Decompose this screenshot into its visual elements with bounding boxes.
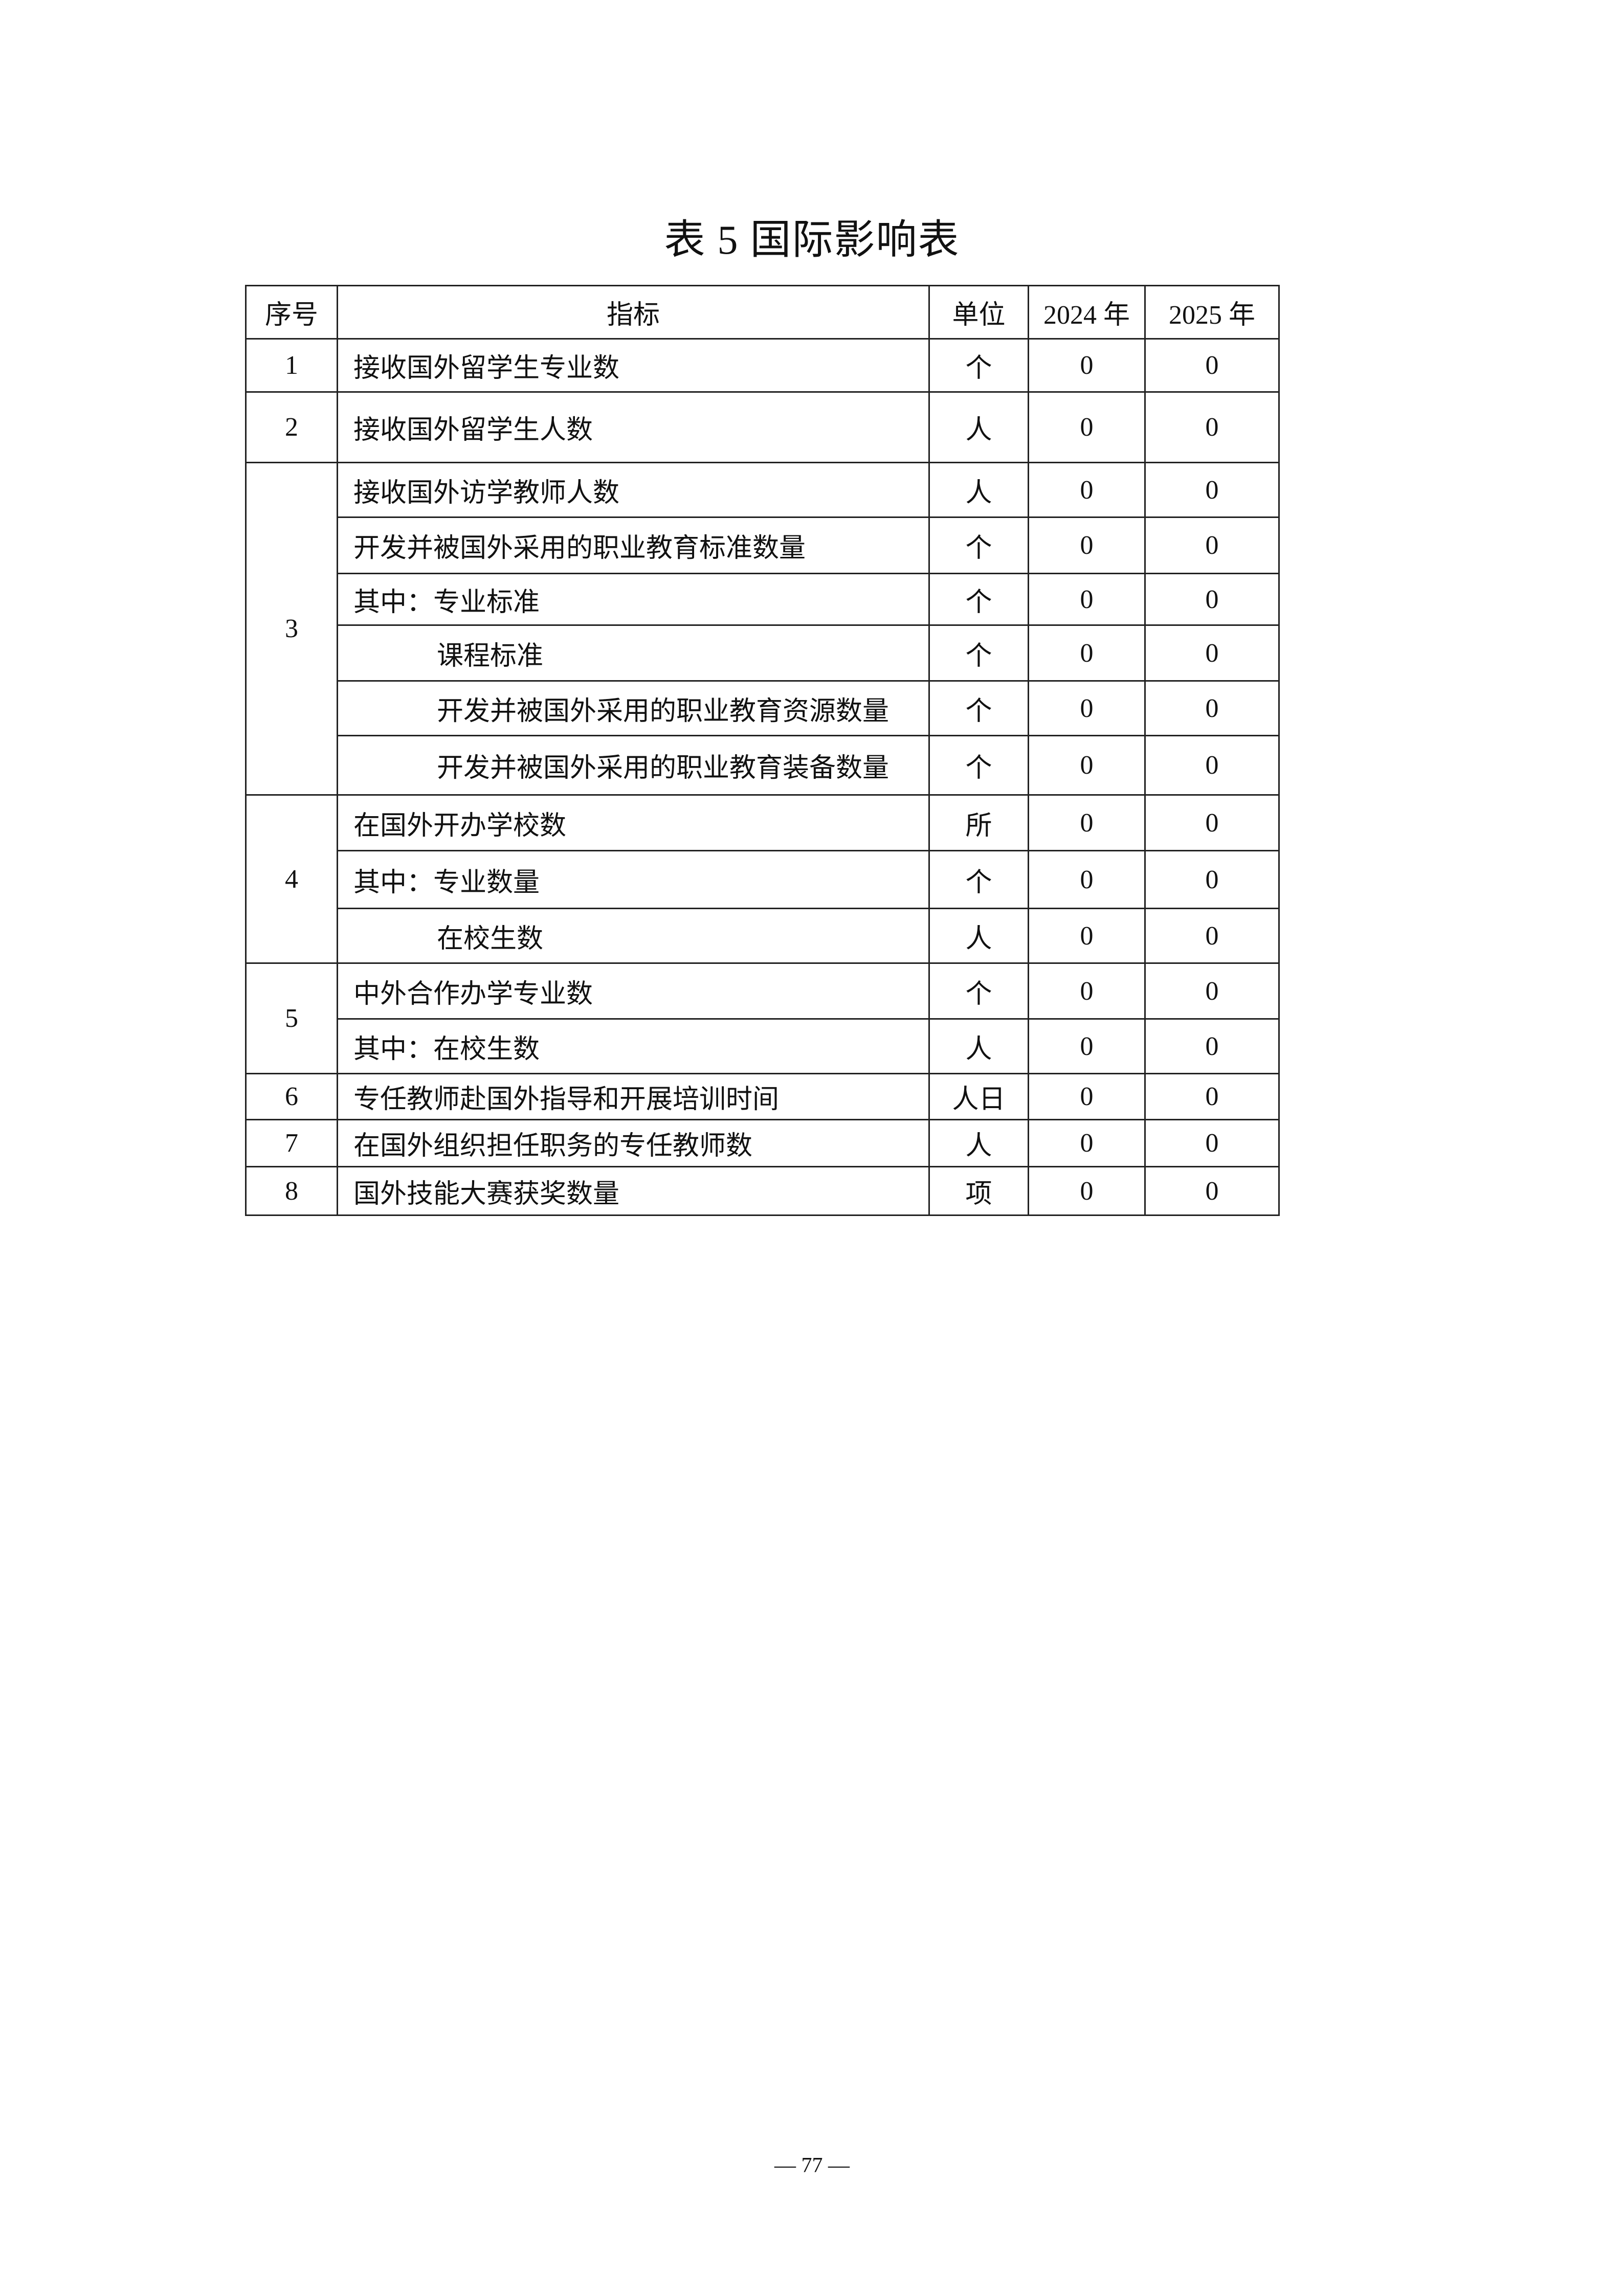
header-unit: 单位 bbox=[928, 285, 1029, 340]
row-2024-value: 0 bbox=[1028, 794, 1146, 851]
row-seq: 5 bbox=[245, 962, 338, 1074]
row-2025-value: 0 bbox=[1144, 1119, 1280, 1167]
row-unit: 个 bbox=[928, 735, 1029, 796]
row-seq: 2 bbox=[245, 391, 338, 463]
row-indicator: 开发并被国外采用的职业教育标准数量 bbox=[337, 516, 930, 574]
row-unit: 个 bbox=[928, 338, 1029, 393]
row-2025-value: 0 bbox=[1144, 850, 1280, 909]
row-seq: 8 bbox=[245, 1166, 338, 1216]
row-2024-value: 0 bbox=[1028, 1018, 1146, 1074]
row-2024-value: 0 bbox=[1028, 624, 1146, 682]
row-unit: 个 bbox=[928, 573, 1029, 626]
table-row: 3 接收国外访学教师人数人 0 0 bbox=[245, 462, 1280, 796]
row-indicator: 国外技能大赛获奖数量 bbox=[337, 1166, 930, 1216]
table-row: 8 国外技能大赛获奖数量项 0 0 bbox=[245, 1166, 1280, 1216]
row-unit: 个 bbox=[928, 516, 1029, 574]
table-row: 4 在国外开办学校数所 0 0 bbox=[245, 794, 1280, 964]
row-indicator: 专任教师赴国外指导和开展培训时间 bbox=[337, 1073, 930, 1120]
row-seq: 3 bbox=[245, 462, 338, 796]
row-indicator: 接收国外访学教师人数 bbox=[337, 462, 930, 518]
table-row: 其中：专业标准个 0 0 bbox=[246, 573, 1280, 626]
row-2025-value: 0 bbox=[1144, 1018, 1280, 1074]
row-2025-value: 0 bbox=[1144, 680, 1280, 736]
row-2024-value: 0 bbox=[1028, 391, 1146, 463]
header-seq: 序号 bbox=[245, 285, 338, 340]
row-indicator: 接收国外留学生专业数 bbox=[337, 338, 930, 393]
international-influence-table: 序号 指标 单位 2024 年 2025 年 1 接收国外留学生专业数个 0 0 2 接收… bbox=[245, 285, 1280, 1216]
row-unit: 人 bbox=[928, 462, 1029, 518]
row-unit: 人 bbox=[928, 1119, 1029, 1167]
header-2025: 2025 年 bbox=[1144, 285, 1280, 340]
row-indicator: 开发并被国外采用的职业教育资源数量 bbox=[337, 680, 930, 736]
row-unit: 人 bbox=[928, 391, 1029, 463]
row-2025-value: 0 bbox=[1144, 516, 1280, 574]
row-2024-value: 0 bbox=[1028, 1073, 1146, 1120]
row-2024-value: 0 bbox=[1028, 850, 1146, 909]
row-2025-value: 0 bbox=[1144, 908, 1280, 964]
row-indicator: 其中：专业数量 bbox=[337, 850, 930, 909]
row-2025-value: 0 bbox=[1144, 1166, 1280, 1216]
row-2024-value: 0 bbox=[1028, 680, 1146, 736]
row-unit: 人日 bbox=[928, 1073, 1029, 1120]
row-seq: 6 bbox=[245, 1073, 338, 1120]
row-indicator: 其中：专业标准 bbox=[337, 573, 930, 626]
row-2024-value: 0 bbox=[1028, 962, 1146, 1020]
row-indicator: 在国外组织担任职务的专任教师数 bbox=[337, 1119, 930, 1167]
row-2024-value: 0 bbox=[1028, 908, 1146, 964]
table-row: 5 中外合作办学专业数个 0 0 bbox=[245, 962, 1280, 1074]
table-row: 1 接收国外留学生专业数个 0 0 bbox=[245, 338, 1280, 393]
table-row: 开发并被国外采用的职业教育资源数量个 0 0 bbox=[246, 680, 1280, 736]
table-row: 课程标准个 0 0 bbox=[246, 624, 1280, 682]
row-2025-value: 0 bbox=[1144, 573, 1280, 626]
row-indicator: 开发并被国外采用的职业教育装备数量 bbox=[337, 735, 930, 796]
row-unit: 项 bbox=[928, 1166, 1029, 1216]
row-unit: 所 bbox=[928, 794, 1029, 851]
row-indicator: 中外合作办学专业数 bbox=[337, 962, 930, 1020]
row-2025-value: 0 bbox=[1144, 391, 1280, 463]
table-row: 开发并被国外采用的职业教育标准数量个 0 0 bbox=[246, 516, 1280, 574]
row-unit: 人 bbox=[928, 1018, 1029, 1074]
row-2025-value: 0 bbox=[1144, 338, 1280, 393]
row-unit: 个 bbox=[928, 624, 1029, 682]
row-2025-value: 0 bbox=[1144, 462, 1280, 518]
row-unit: 个 bbox=[928, 680, 1029, 736]
row-2024-value: 0 bbox=[1028, 573, 1146, 626]
header-2024: 2024 年 bbox=[1028, 285, 1146, 340]
row-unit: 个 bbox=[928, 962, 1029, 1020]
table-row: 6 专任教师赴国外指导和开展培训时间 人日 0 0 bbox=[245, 1073, 1280, 1120]
row-indicator: 课程标准 bbox=[337, 624, 930, 682]
table-title: 表 5 国际影响表 bbox=[664, 218, 960, 263]
table-row: 开发并被国外采用的职业教育装备数量个 0 0 bbox=[246, 735, 1280, 796]
header-row: 序号 指标 单位 2024 年 2025 年 bbox=[245, 285, 1280, 340]
row-2024-value: 0 bbox=[1028, 1119, 1146, 1167]
row-2024-value: 0 bbox=[1028, 462, 1146, 518]
row-seq: 1 bbox=[245, 338, 338, 393]
row-2024-value: 0 bbox=[1028, 1166, 1146, 1216]
row-indicator: 接收国外留学生人数 bbox=[337, 391, 930, 463]
row-2024-value: 0 bbox=[1028, 516, 1146, 574]
row-seq: 7 bbox=[245, 1119, 338, 1167]
row-2025-value: 0 bbox=[1144, 735, 1280, 796]
table-row: 其中：专业数量个 0 0 bbox=[246, 850, 1280, 909]
row-2025-value: 0 bbox=[1144, 794, 1280, 851]
row-2024-value: 0 bbox=[1028, 338, 1146, 393]
row-2024-value: 0 bbox=[1028, 735, 1146, 796]
row-indicator: 在校生数 bbox=[337, 908, 930, 964]
table-row: 2 接收国外留学生人数人 0 0 bbox=[245, 391, 1280, 463]
table-row: 其中：在校生数人 0 0 bbox=[246, 1018, 1280, 1074]
header-indicator: 指标 bbox=[337, 285, 930, 340]
row-unit: 人 bbox=[928, 908, 1029, 964]
row-seq: 4 bbox=[245, 794, 338, 964]
page-number: — 77 — bbox=[774, 2154, 850, 2177]
table-row: 7 在国外组织担任职务的专任教师数人 0 0 bbox=[245, 1119, 1280, 1167]
row-unit: 个 bbox=[928, 850, 1029, 909]
row-2025-value: 0 bbox=[1144, 624, 1280, 682]
row-indicator: 在国外开办学校数 bbox=[337, 794, 930, 851]
row-2025-value: 0 bbox=[1144, 1073, 1280, 1120]
row-2025-value: 0 bbox=[1144, 962, 1280, 1020]
table-row: 在校生数人 0 0 bbox=[246, 908, 1280, 964]
row-indicator: 其中：在校生数 bbox=[337, 1018, 930, 1074]
